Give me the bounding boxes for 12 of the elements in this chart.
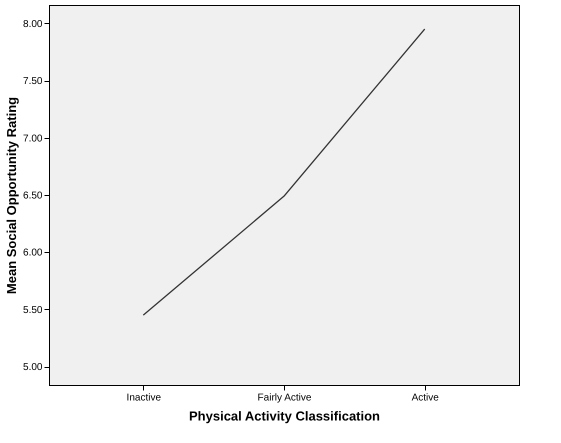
y-tick-label: 7.50 bbox=[23, 76, 43, 88]
y-tick-label: 6.50 bbox=[23, 190, 43, 202]
y-tick-label: 5.50 bbox=[23, 304, 43, 316]
y-tick-label: 8.00 bbox=[23, 18, 43, 30]
y-axis-title: Mean Social Opportunity Rating bbox=[4, 96, 20, 294]
y-tick-label: 7.00 bbox=[23, 133, 43, 144]
x-axis-title: Physical Activity Classification bbox=[189, 408, 380, 424]
y-tick-label: 5.00 bbox=[23, 362, 43, 374]
x-tick-label: Active bbox=[412, 392, 440, 404]
y-tick-label: 6.00 bbox=[23, 248, 43, 259]
x-tick-label: Inactive bbox=[126, 392, 162, 404]
x-tick-label: Fairly Active bbox=[258, 392, 312, 404]
